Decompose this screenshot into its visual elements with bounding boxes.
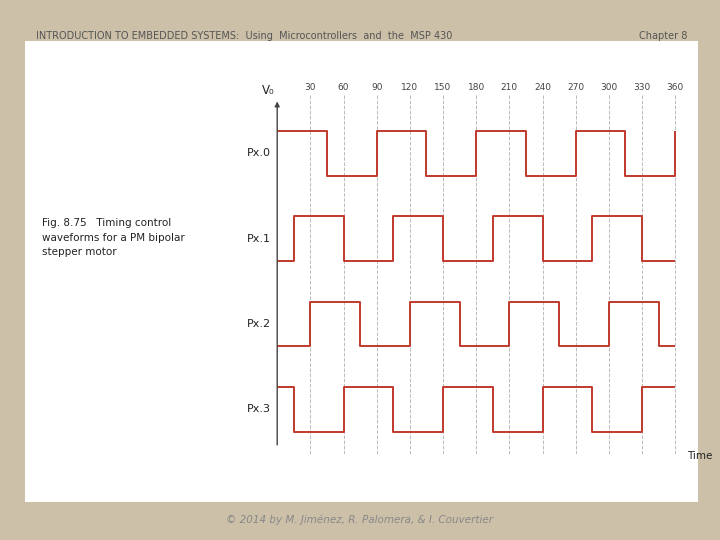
Text: INTRODUCTION TO EMBEDDED SYSTEMS:  Using  Microcontrollers  and  the  MSP 430: INTRODUCTION TO EMBEDDED SYSTEMS: Using … — [36, 31, 452, 42]
Text: Px.1: Px.1 — [246, 234, 271, 244]
Text: Time: Time — [688, 451, 713, 461]
Text: Chapter 8: Chapter 8 — [639, 31, 688, 42]
Text: Px.2: Px.2 — [246, 319, 271, 329]
Text: Px.0: Px.0 — [246, 148, 271, 158]
Text: © 2014 by M. Jiménez, R. Palomera, & I. Couvertier: © 2014 by M. Jiménez, R. Palomera, & I. … — [227, 515, 493, 525]
Text: V₀: V₀ — [262, 84, 275, 97]
Text: Fig. 8.75   Timing control
waveforms for a PM bipolar
stepper motor: Fig. 8.75 Timing control waveforms for a… — [42, 218, 184, 258]
Text: Px.3: Px.3 — [246, 404, 271, 414]
